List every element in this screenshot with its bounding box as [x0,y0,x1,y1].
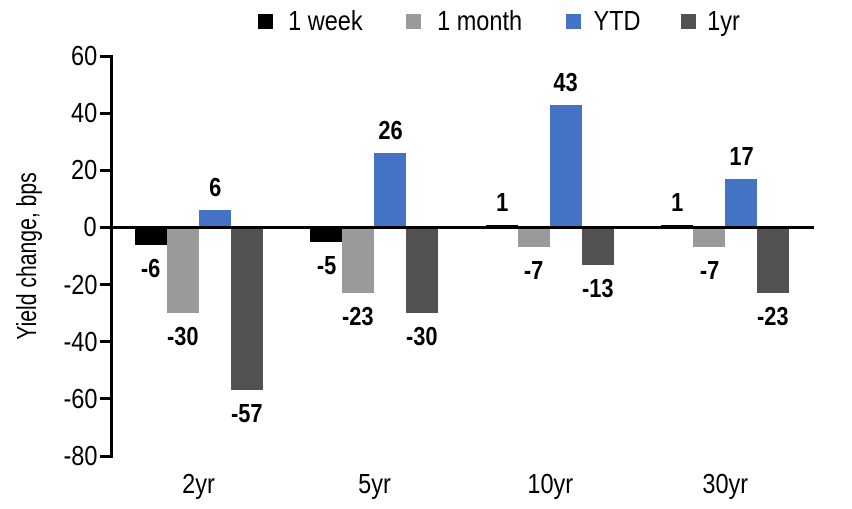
bar-value-label: -6 [106,253,196,283]
zero-line [110,225,814,229]
legend-label: 1yr [704,6,743,36]
bar-1yr-30yr [757,227,790,294]
bar-value-label-text: -23 [342,301,375,332]
legend-item-ytd: YTD [565,6,645,36]
y-tick-label: -80 [0,440,97,472]
bar-value-label: -23 [313,301,403,331]
bar-value-label: -30 [138,321,228,351]
bar-value-label: 43 [521,67,611,97]
legend-marker-icon [680,13,696,29]
legend-item-1-month: 1 month [405,6,530,36]
y-axis-title-text: Yield change, bps [11,172,42,340]
bar-value-label-text: 1 [495,186,508,217]
bar-1-week-2yr [134,227,167,245]
bar-value-label-text: 6 [208,172,221,203]
y-axis-line [110,55,113,458]
x-category-label-30yr: 30yr [655,468,795,500]
y-tick-label-text: 20 [70,154,97,186]
y-tick-label-text: -20 [63,268,97,300]
y-tick-label-text: 40 [70,97,97,129]
bar-ytd-30yr [725,178,758,228]
bar-value-label-text: -7 [699,255,719,286]
legend-label-text: 1yr [707,5,740,36]
bar-1-month-5yr [342,227,375,294]
y-tick-label-text: -60 [63,382,97,414]
bar-value-label: -23 [728,301,818,331]
y-tick-mark [100,397,111,401]
legend-marker-icon [405,13,421,29]
y-tick-label-text: -40 [63,325,97,357]
y-tick-label: 0 [0,211,97,243]
bar-1yr-2yr [230,227,263,391]
legend-label: YTD [589,6,645,36]
bar-value-label-text: -23 [757,301,790,332]
bar-1-week-5yr [310,227,343,242]
bar-ytd-10yr [549,104,582,228]
legend-label-text: YTD [593,5,641,36]
bar-ytd-5yr [374,153,407,228]
bar-value-label-text: 1 [671,186,684,217]
bar-1-month-2yr [166,227,199,314]
y-tick-mark [100,340,111,344]
y-tick-label: -20 [0,269,97,301]
bar-value-label: -7 [489,255,579,285]
y-tick-label: -40 [0,326,97,358]
y-tick-mark [100,54,111,58]
bar-value-label: -5 [281,250,371,280]
bar-value-label-text: -7 [524,255,544,286]
x-category-label-text: 30yr [702,468,749,499]
legend-marker-icon [258,13,273,29]
x-category-label-2yr: 2yr [129,468,269,500]
bar-ytd-2yr [198,210,231,228]
y-tick-mark [100,168,111,172]
bar-value-label: 6 [170,172,260,202]
bar-value-label-text: -30 [406,321,439,352]
bar-value-label-text: -5 [316,249,336,280]
y-tick-label-text: 60 [70,40,97,71]
bar-value-label-text: -13 [581,272,614,303]
x-category-label-text: 10yr [526,468,573,499]
bar-value-label-text: 43 [553,66,578,97]
y-tick-label: -60 [0,383,97,415]
bar-value-label: 17 [696,141,786,171]
bar-value-label-text: -30 [166,321,199,352]
y-tick-label: 60 [0,40,97,72]
bar-value-label: -13 [553,273,643,303]
legend-marker-icon [565,13,581,29]
bar-1yr-10yr [581,227,614,265]
y-tick-label: 40 [0,97,97,129]
x-category-label-text: 2yr [182,468,216,499]
y-tick-label-text: 0 [83,211,97,243]
legend: 1 week 1 month YTD 1yr [258,6,743,36]
x-category-label-5yr: 5yr [304,468,444,500]
bar-value-label-text: -57 [230,398,263,429]
legend-item-1yr: 1yr [680,6,743,36]
y-tick-mark [100,454,111,458]
bar-value-label: 1 [457,187,547,217]
x-category-label-10yr: 10yr [480,468,620,500]
bar-value-label-text: -6 [141,252,161,283]
bar-value-label-text: 17 [729,140,754,171]
y-tick-mark [100,225,111,229]
legend-label: 1 week [281,6,370,36]
bar-value-label: -7 [664,255,754,285]
legend-label-text: 1 week [288,5,363,36]
bar-1-month-10yr [517,227,550,248]
y-tick-label-text: -80 [63,440,97,471]
bar-value-label: -30 [377,321,467,351]
bar-value-label-text: 26 [378,115,403,146]
bar-1yr-5yr [406,227,439,314]
y-tick-label: 20 [0,154,97,186]
bar-1-month-30yr [693,227,726,248]
y-tick-mark [100,283,111,287]
legend-item-1-week: 1 week [258,6,370,36]
bar-value-label: 1 [632,187,722,217]
bar-value-label: -57 [202,398,292,428]
x-category-label-text: 5yr [357,468,391,499]
legend-label: 1 month [429,6,530,36]
bar-value-label: 26 [345,115,435,145]
legend-label-text: 1 month [436,5,522,36]
y-tick-mark [100,111,111,115]
